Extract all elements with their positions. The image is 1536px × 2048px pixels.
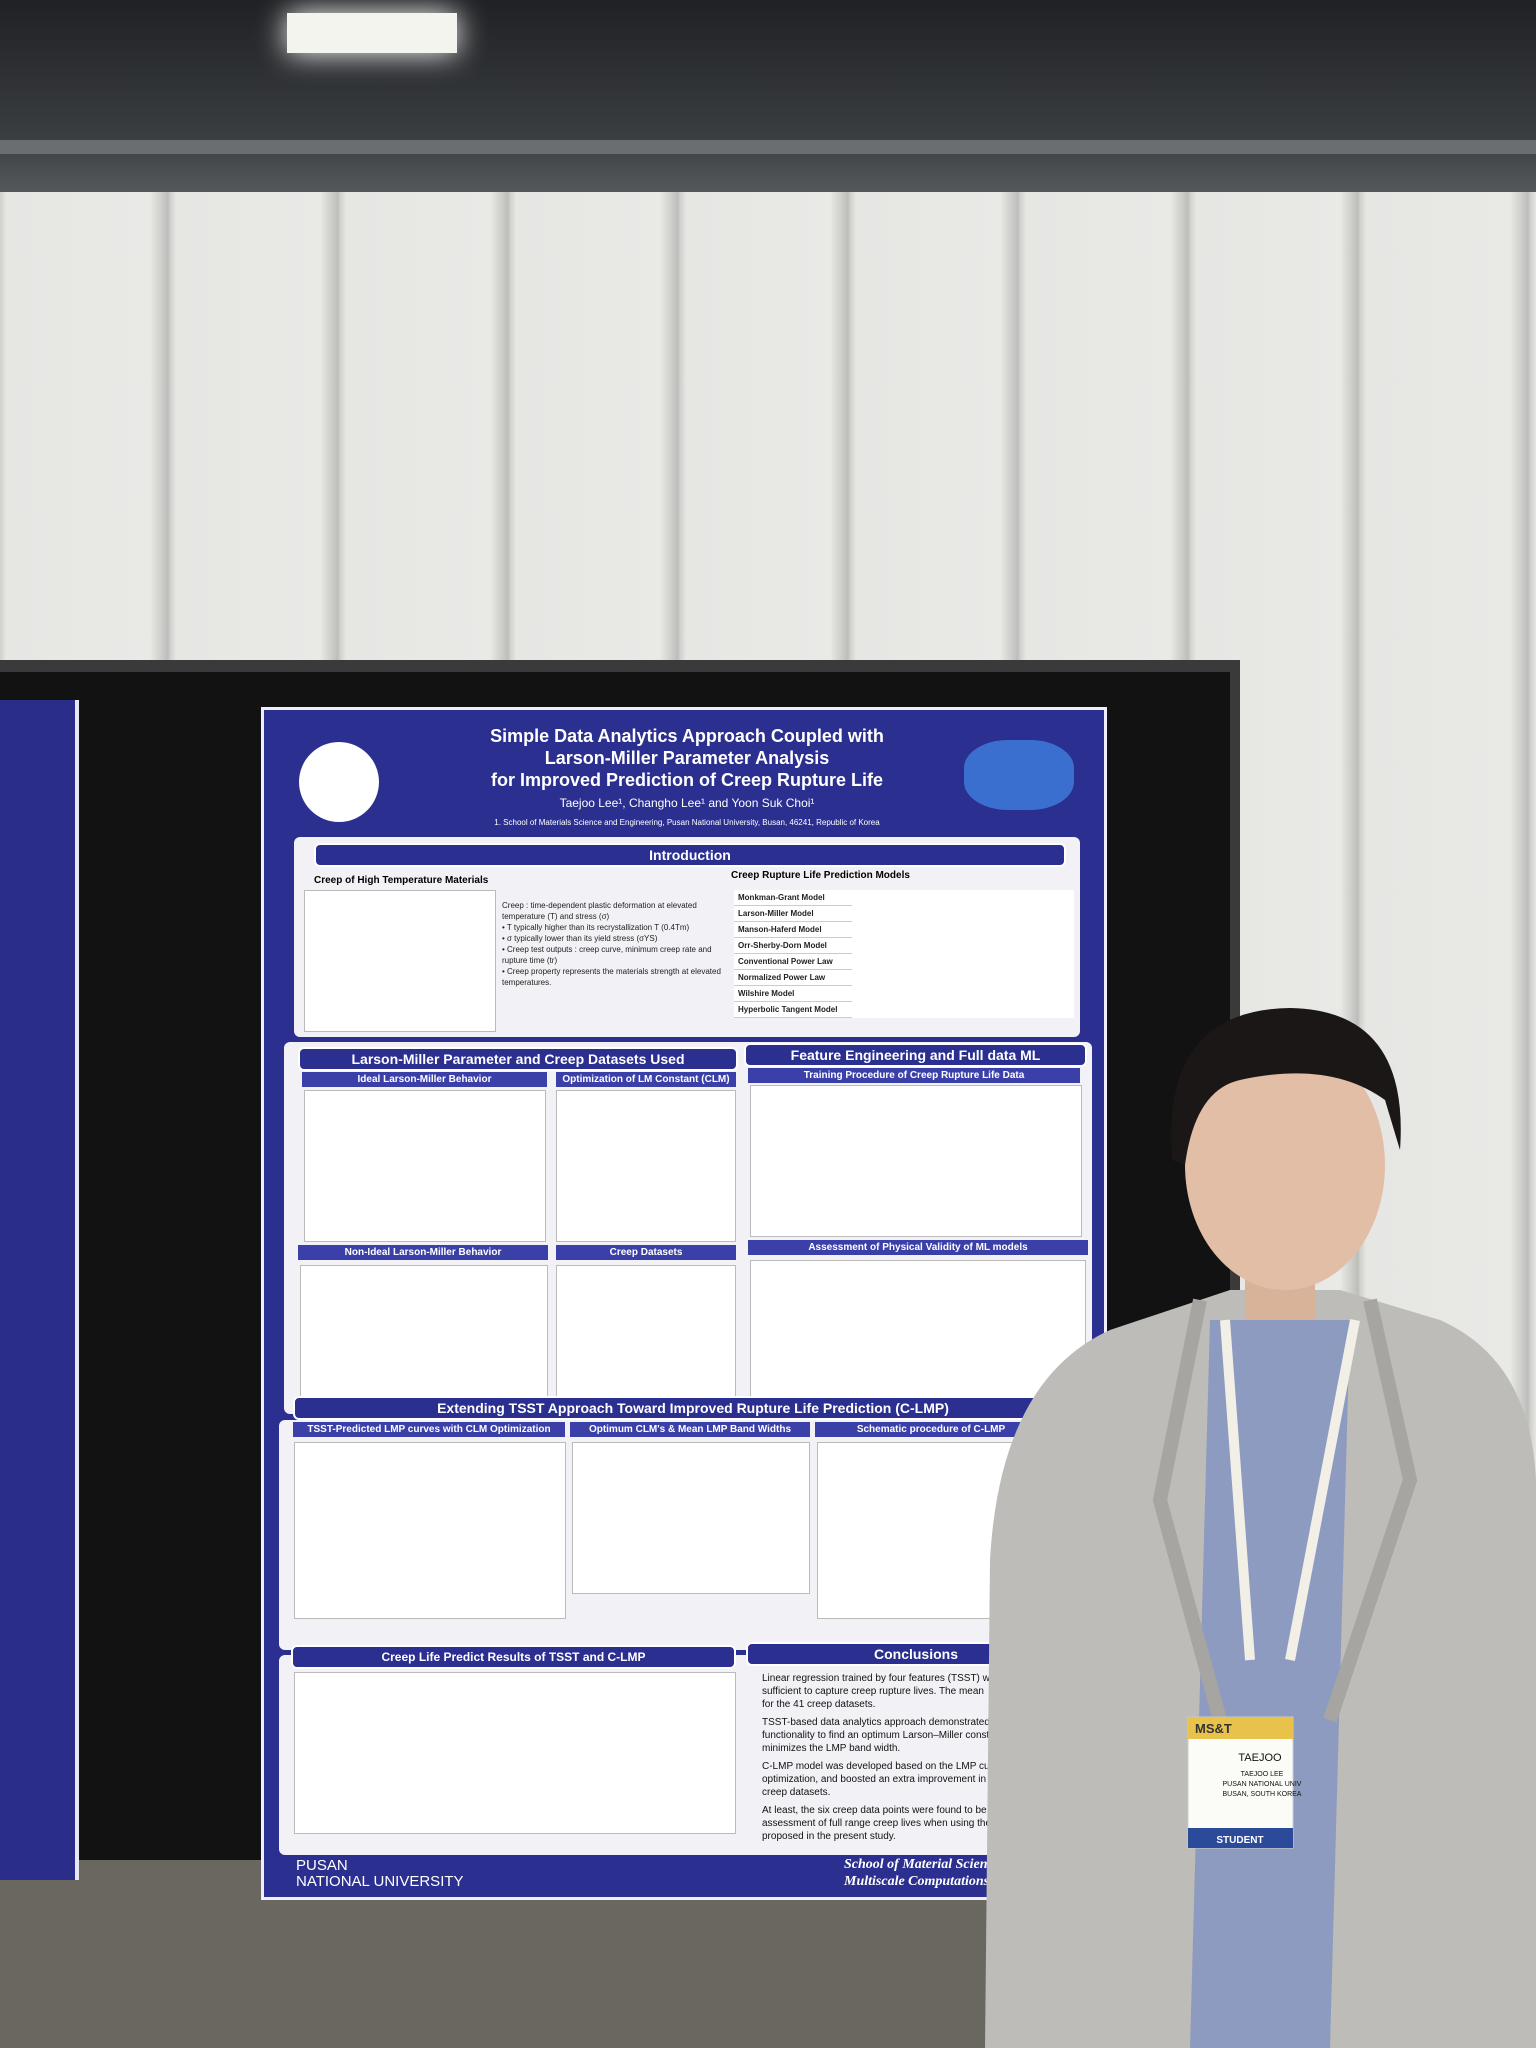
ceiling-rail (0, 140, 1536, 154)
subsection-heading: Assessment of Physical Validity of ML mo… (748, 1240, 1088, 1255)
figure (304, 1090, 546, 1242)
badge-header (1188, 1717, 1293, 1739)
badge-role: STUDENT (1216, 1835, 1263, 1846)
figure (300, 1265, 548, 1407)
footer-line: Multiscale Computations & (844, 1874, 1004, 1889)
bullet: Creep : time-dependent plastic deformati… (502, 901, 697, 921)
section-heading: Feature Engineering and Full data ML (744, 1043, 1087, 1067)
ceiling (0, 0, 1536, 192)
lanyard (1220, 1319, 1360, 1661)
model-row: Manson-Haferd Model (734, 922, 852, 938)
section-heading: Larson-Miller Parameter and Creep Datase… (298, 1047, 738, 1071)
subsection-heading: Creep Datasets (556, 1245, 736, 1260)
intro-right-title: Creep Rupture Life Prediction Models (731, 870, 910, 881)
badge-event: MS&T (1195, 1721, 1232, 1736)
conclusion-line: TSST-based data analytics approach demon… (762, 1717, 990, 1728)
conclusion-line: At least, the six creep data points were… (762, 1805, 999, 1816)
conclusion-line: for the 41 creep datasets. (762, 1699, 876, 1710)
section-heading: Introduction (314, 843, 1066, 867)
model-row: Conventional Power Law (734, 954, 852, 970)
subsection-heading: Training Procedure of Creep Rupture Life… (748, 1068, 1080, 1083)
subsection-heading: Ideal Larson-Miller Behavior (302, 1072, 547, 1087)
conclusion-line: creep datasets. (762, 1787, 831, 1798)
conclusion-line: C-LMP model was developed based on the L… (762, 1761, 998, 1772)
university-logo (299, 742, 379, 822)
figure (294, 1672, 736, 1834)
affiliation: 1. School of Materials Science and Engin… (494, 818, 880, 827)
model-row: Monkman-Grant Model (734, 890, 852, 906)
conclusion-line: functionality to find an optimum Larson–… (762, 1730, 995, 1741)
conclusion-line: proposed in the present study. (762, 1831, 896, 1842)
subsection-heading: Optimization of LM Constant (CLM) (556, 1072, 736, 1087)
figure (556, 1090, 736, 1242)
bullet: • T typically higher than its recrystall… (502, 923, 690, 932)
section-heading: Extending TSST Approach Toward Improved … (293, 1396, 1093, 1420)
title-line: Simple Data Analytics Approach Coupled w… (490, 726, 884, 746)
figure (750, 1085, 1082, 1237)
bullet: • Creep property represents the material… (502, 967, 721, 987)
model-row: Larson-Miller Model (734, 906, 852, 922)
shirt (1190, 1320, 1350, 2048)
subsection-heading: Schematic procedure of C-LMP (815, 1422, 1047, 1437)
conclusion-line: Linear regression trained by four featur… (762, 1673, 990, 1684)
poster: Simple Data Analytics Approach Coupled w… (261, 707, 1107, 1900)
models-table: Monkman-Grant Model Larson-Miller Model Ma… (734, 890, 1074, 1018)
figure (556, 1265, 736, 1407)
subsection-heading: Optimum CLM's & Mean LMP Band Widths (570, 1422, 810, 1437)
lab-logo (964, 740, 1074, 810)
neighbor-poster (0, 700, 79, 1880)
model-row: Orr-Sherby-Dorn Model (734, 938, 852, 954)
figure (750, 1260, 1086, 1407)
conclusion-line: optimization, and boosted an extra impro… (762, 1774, 995, 1785)
title-line: Larson-Miller Parameter Analysis (544, 748, 830, 768)
footer-line: NATIONAL UNIVERSITY (296, 1873, 464, 1890)
footer-line: School of Material Science & (844, 1857, 1015, 1872)
figure (294, 1442, 566, 1619)
face (1185, 1040, 1385, 1290)
intro-left-title: Creep of High Temperature Materials (314, 875, 489, 886)
footer-left: PUSAN NATIONAL UNIVERSITY (296, 1858, 464, 1890)
footer-line: PUSAN (296, 1857, 348, 1874)
badge-footer (1188, 1828, 1293, 1848)
footer-right: School of Material Science & Multiscale … (844, 1856, 1014, 1890)
intro-bullets: Creep : time-dependent plastic deformati… (502, 900, 722, 988)
subsection-heading: TSST-Predicted LMP curves with CLM Optim… (293, 1422, 565, 1437)
figure (572, 1442, 810, 1594)
conclusion-line: assessment of full range creep lives whe… (762, 1818, 1000, 1829)
section-heading: Creep Life Predict Results of TSST and C… (291, 1645, 736, 1669)
model-row: Normalized Power Law (734, 970, 852, 986)
jacket-collar (1152, 1298, 1418, 1723)
badge-text: BUSAN, SOUTH KOREA (1223, 1791, 1302, 1798)
bullet: • σ typically lower than its yield stres… (502, 934, 658, 943)
badge-text: TAEJOO LEE (1241, 1771, 1284, 1778)
conclusion-line: sufficient to capture creep rupture live… (762, 1686, 984, 1697)
model-row: Wilshire Model (734, 986, 852, 1002)
hair (1170, 1008, 1401, 1165)
conclusion-line: minimizes the LMP band width. (762, 1743, 901, 1754)
conclusions: Linear regression trained by four featur… (762, 1672, 1082, 1843)
badge-name: TAEJOO (1238, 1752, 1282, 1764)
bullet: • Creep test outputs : creep curve, mini… (502, 945, 712, 965)
creep-curve-figure (304, 890, 496, 1032)
subsection-heading: Non-Ideal Larson-Miller Behavior (298, 1245, 548, 1260)
badge-text: PUSAN NATIONAL UNIV (1223, 1781, 1302, 1788)
model-row: Hyperbolic Tangent Model (734, 1002, 852, 1018)
ceiling-light (287, 13, 457, 53)
title-line: for Improved Prediction of Creep Rupture… (490, 770, 884, 790)
authors: Taejoo Lee¹, Changho Lee¹ and Yoon Suk C… (559, 796, 815, 810)
